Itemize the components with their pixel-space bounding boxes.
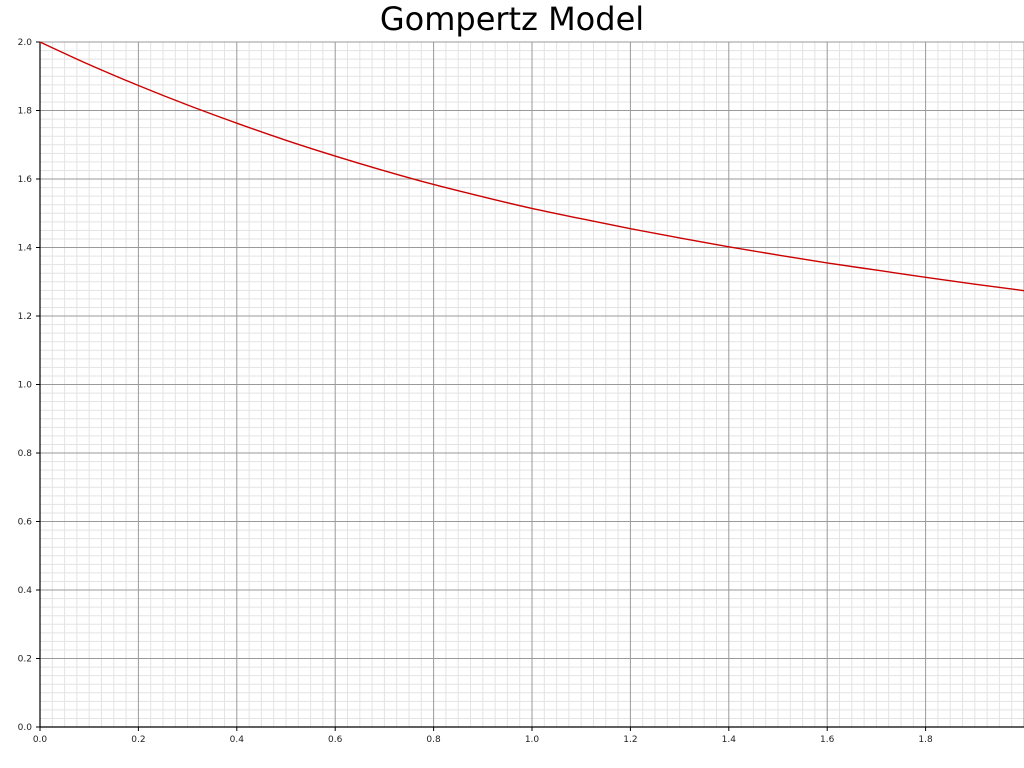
x-tick-label: 0.4 <box>230 735 245 745</box>
y-tick-label: 1.8 <box>18 107 33 117</box>
x-tick-label: 1.0 <box>525 735 540 745</box>
x-tick-label: 0.2 <box>131 735 145 745</box>
x-tick-label: 0.0 <box>33 735 48 745</box>
y-tick-label: 0.4 <box>18 586 33 596</box>
y-tick-label: 2.0 <box>18 38 33 48</box>
x-tick-label: 1.6 <box>820 735 835 745</box>
y-tick-label: 1.4 <box>18 244 33 254</box>
chart-title: Gompertz Model <box>379 0 645 38</box>
y-tick-label: 0.8 <box>18 449 33 459</box>
series-layer <box>39 41 1024 292</box>
x-axis-ticks: 0.0 0.2 0.4 0.6 0.8 1.0 1.2 1.4 1.6 1.8 <box>33 727 933 745</box>
x-tick-label: 1.8 <box>918 735 933 745</box>
y-tick-label: 1.2 <box>18 312 32 322</box>
x-tick-label: 1.2 <box>623 735 637 745</box>
y-axis-ticks: 0.0 0.2 0.4 0.6 0.8 1.0 1.2 1.4 1.6 1.8 2.0 <box>18 38 40 733</box>
y-tick-label: 0.2 <box>18 655 32 665</box>
y-tick-label: 1.6 <box>18 175 33 185</box>
y-tick-label: 0.6 <box>18 518 33 528</box>
y-tick-label: 0.0 <box>18 723 33 733</box>
x-tick-label: 1.4 <box>722 735 737 745</box>
series-line-0 <box>39 41 1024 292</box>
x-tick-label: 0.6 <box>328 735 343 745</box>
y-tick-label: 1.0 <box>18 381 33 391</box>
x-tick-label: 0.8 <box>426 735 441 745</box>
